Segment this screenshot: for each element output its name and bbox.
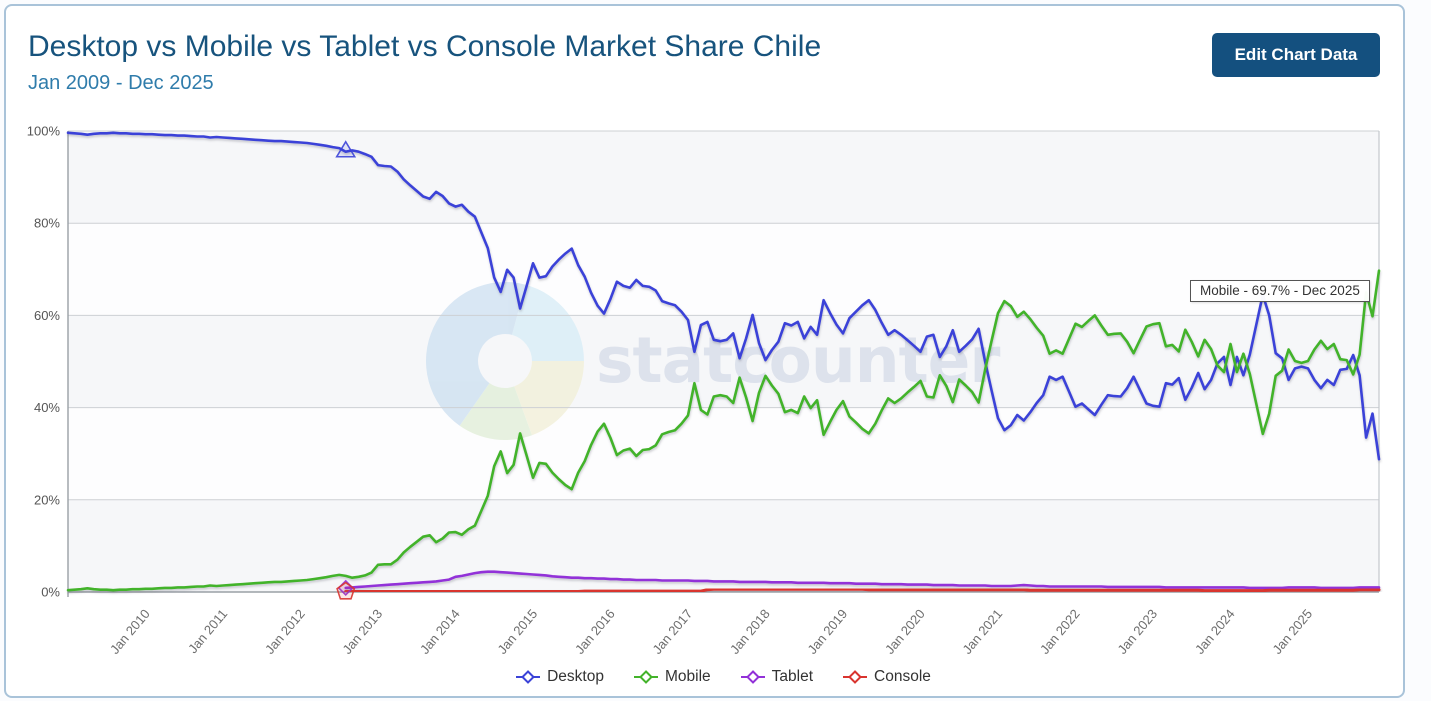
y-axis-label: 0% bbox=[41, 585, 60, 600]
statcounter-watermark-logo bbox=[426, 282, 584, 440]
x-axis-label: Jan 2015 bbox=[494, 606, 540, 657]
legend-item-tablet[interactable]: Tablet bbox=[740, 668, 814, 686]
plot-band bbox=[68, 223, 1379, 316]
page-subtitle: Jan 2009 - Dec 2025 bbox=[28, 72, 214, 94]
x-axis-label: Jan 2010 bbox=[107, 606, 153, 657]
plot-band bbox=[68, 407, 1379, 500]
x-axis-label: Jan 2014 bbox=[417, 606, 463, 657]
y-axis-label: 60% bbox=[34, 308, 60, 323]
legend-marker-icon bbox=[843, 670, 868, 684]
x-axis-label: Jan 2025 bbox=[1269, 606, 1315, 657]
series-line-desktop[interactable] bbox=[66, 131, 1381, 461]
watermark-pie-slice bbox=[426, 282, 526, 426]
plot-band bbox=[68, 131, 1379, 224]
chart-legend: Desktop Mobile Tablet Console bbox=[68, 668, 1379, 686]
series-line-console[interactable] bbox=[344, 587, 1381, 593]
legend-item-console[interactable]: Console bbox=[843, 668, 931, 686]
x-axis-label: Jan 2022 bbox=[1037, 606, 1083, 657]
x-axis-label: Jan 2021 bbox=[959, 606, 1005, 657]
legend-item-mobile[interactable]: Mobile bbox=[633, 668, 711, 686]
page-title: Desktop vs Mobile vs Tablet vs Console M… bbox=[28, 30, 822, 63]
watermark-pie-slice bbox=[511, 284, 584, 361]
x-axis-label: Jan 2011 bbox=[185, 606, 230, 656]
legend-label: Mobile bbox=[664, 668, 711, 685]
x-axis-label: Jan 2013 bbox=[339, 606, 385, 657]
legend-label: Desktop bbox=[547, 668, 604, 685]
x-axis-label: Jan 2020 bbox=[882, 606, 928, 657]
y-axis-label: 80% bbox=[34, 216, 60, 231]
x-axis-label: Jan 2023 bbox=[1114, 606, 1160, 657]
legend-marker-icon bbox=[633, 670, 658, 684]
statcounter-watermark-text: statcounter bbox=[596, 324, 1000, 397]
marker-pentagon-console[interactable] bbox=[336, 581, 356, 600]
watermark-pie-slice bbox=[514, 361, 584, 436]
legend-marker-icon bbox=[516, 670, 541, 684]
x-axis-label: Jan 2018 bbox=[727, 606, 773, 657]
series-line-tablet[interactable] bbox=[344, 570, 1381, 590]
legend-marker-icon bbox=[740, 670, 765, 684]
marker-triangle-desktop[interactable] bbox=[335, 140, 357, 158]
legend-label: Tablet bbox=[771, 668, 814, 685]
y-axis-label: 20% bbox=[34, 492, 60, 507]
watermark-pie-slice bbox=[459, 383, 533, 440]
edit-chart-data-button[interactable]: Edit Chart Data bbox=[1212, 33, 1380, 77]
y-axis-label: 40% bbox=[34, 400, 60, 415]
series-line-mobile[interactable] bbox=[66, 269, 1381, 592]
legend-label: Console bbox=[874, 668, 931, 685]
x-axis-label: Jan 2019 bbox=[804, 606, 850, 657]
y-axis-label: 100% bbox=[27, 124, 61, 139]
x-axis-label: Jan 2024 bbox=[1192, 606, 1238, 657]
x-axis-label: Jan 2017 bbox=[649, 606, 695, 657]
legend-item-desktop[interactable]: Desktop bbox=[516, 668, 604, 686]
x-axis-label: Jan 2016 bbox=[572, 606, 618, 657]
x-axis-label: Jan 2012 bbox=[262, 606, 308, 657]
plot-band bbox=[68, 499, 1379, 592]
chart-tooltip: Mobile - 69.7% - Dec 2025 bbox=[1190, 280, 1370, 302]
